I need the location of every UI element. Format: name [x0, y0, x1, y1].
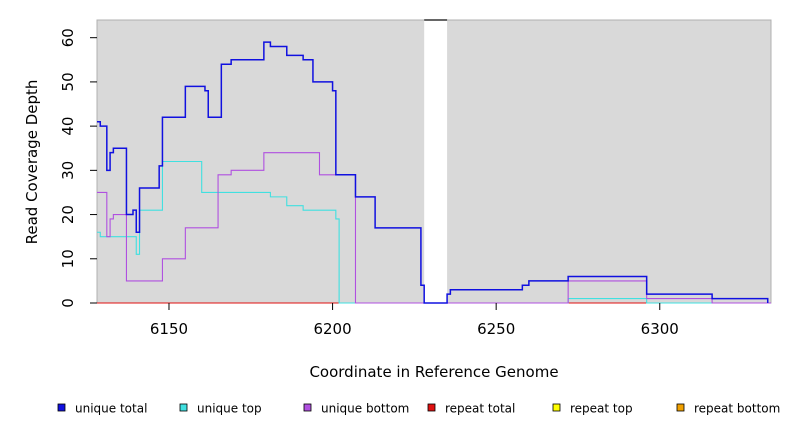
y-tick-label: 0	[59, 298, 77, 308]
legend-swatch	[303, 403, 312, 412]
x-tick-label: 6150	[150, 320, 188, 338]
legend-swatch	[676, 403, 685, 412]
series-layer	[97, 41, 771, 304]
y-tick-label: 50	[59, 72, 77, 91]
gap-region	[424, 20, 448, 303]
y-tick-label: 30	[59, 161, 77, 180]
series-line-unique-total	[97, 41, 769, 304]
legend-swatch	[179, 403, 188, 412]
legend-label: repeat top	[570, 402, 633, 416]
legend-label: unique bottom	[321, 402, 409, 416]
legend-label: unique total	[75, 402, 147, 416]
y-tick-label: 40	[59, 117, 77, 136]
y-axis-title: Read Coverage Depth	[23, 80, 41, 245]
x-axis-title: Coordinate in Reference Genome	[309, 363, 558, 381]
series-line-unique-top	[97, 160, 771, 304]
x-tick-label: 6300	[641, 320, 679, 338]
legend-label: repeat bottom	[694, 402, 780, 416]
legend-swatch	[57, 403, 66, 412]
x-tick-label: 6250	[477, 320, 515, 338]
x-tick-label: 6200	[313, 320, 351, 338]
legend-swatch	[427, 403, 436, 412]
legend-label: unique top	[197, 402, 262, 416]
legend-label: repeat total	[445, 402, 515, 416]
y-axis: 0 10 20 30 40 50 60	[59, 28, 97, 308]
x-axis: 6150 6200 6250 6300	[150, 303, 679, 338]
legend-swatch	[552, 403, 561, 412]
y-tick-label: 60	[59, 28, 77, 47]
legend: unique total unique top unique bottom repea…	[57, 402, 780, 416]
y-tick-label: 10	[59, 249, 77, 268]
y-tick-label: 20	[59, 205, 77, 224]
